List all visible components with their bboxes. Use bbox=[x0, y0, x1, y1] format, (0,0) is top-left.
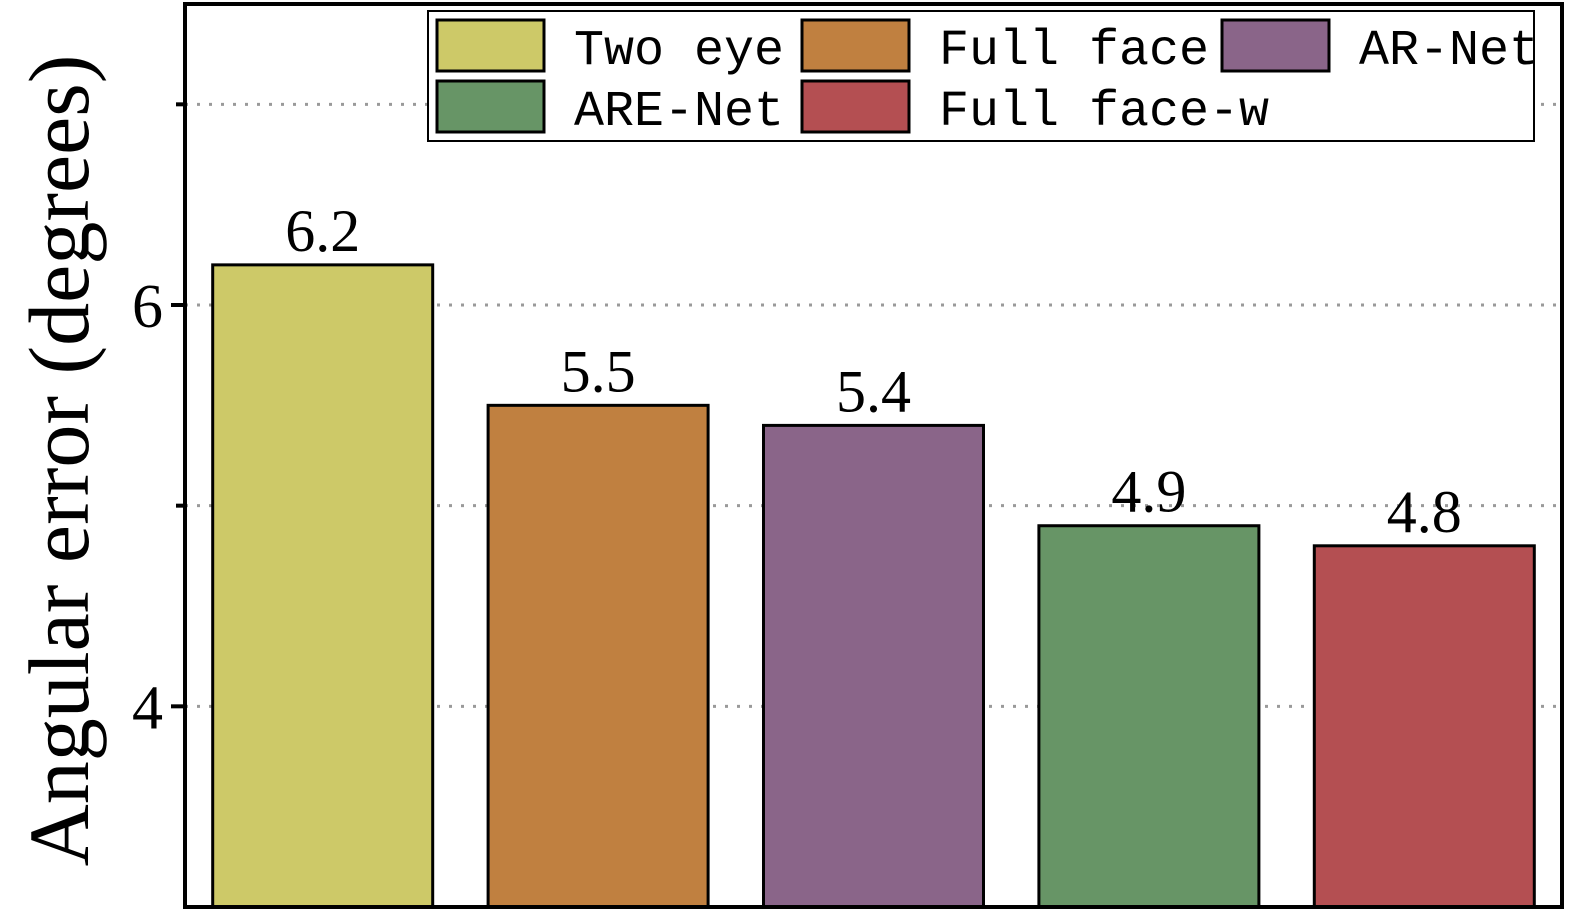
legend-label: ARE-Net bbox=[574, 84, 784, 141]
bar-value-label: 5.4 bbox=[836, 358, 911, 424]
legend-swatch bbox=[1220, 18, 1331, 73]
legend-swatch bbox=[435, 18, 546, 73]
y-tick-label: 6 bbox=[132, 273, 163, 341]
bar-value-label: 5.5 bbox=[561, 338, 636, 404]
legend-swatch bbox=[800, 18, 911, 73]
value-labels: 6.2 5.5 5.4 4.9 4.8 bbox=[285, 198, 1462, 545]
bar-value-label: 6.2 bbox=[285, 198, 360, 264]
bar-full-face-w bbox=[1312, 544, 1536, 909]
legend-box bbox=[427, 10, 1535, 142]
legend-label: Full face bbox=[939, 23, 1209, 80]
y-axis-ticks: 46 bbox=[132, 102, 185, 742]
plot-frame bbox=[183, 2, 1564, 909]
legend-label: Two eye bbox=[574, 23, 784, 80]
legend-swatch bbox=[800, 79, 911, 134]
bar-two-eye bbox=[211, 263, 435, 909]
legend: Two eye Full face AR-Net ARE-Net Full face-w bbox=[427, 10, 1539, 142]
legend-swatch bbox=[435, 79, 546, 134]
legend-label: Full face-w bbox=[939, 84, 1269, 141]
bar-full-face bbox=[486, 403, 710, 909]
bar-ar-net bbox=[762, 423, 985, 909]
legend-label: AR-Net bbox=[1359, 23, 1539, 80]
y-axis-label: Angular error (degrees) bbox=[11, 55, 107, 867]
y-tick-label: 4 bbox=[132, 674, 163, 742]
bar-value-label: 4.9 bbox=[1111, 459, 1186, 525]
bar-are-net bbox=[1037, 524, 1261, 909]
bar-value-label: 4.8 bbox=[1387, 479, 1462, 545]
